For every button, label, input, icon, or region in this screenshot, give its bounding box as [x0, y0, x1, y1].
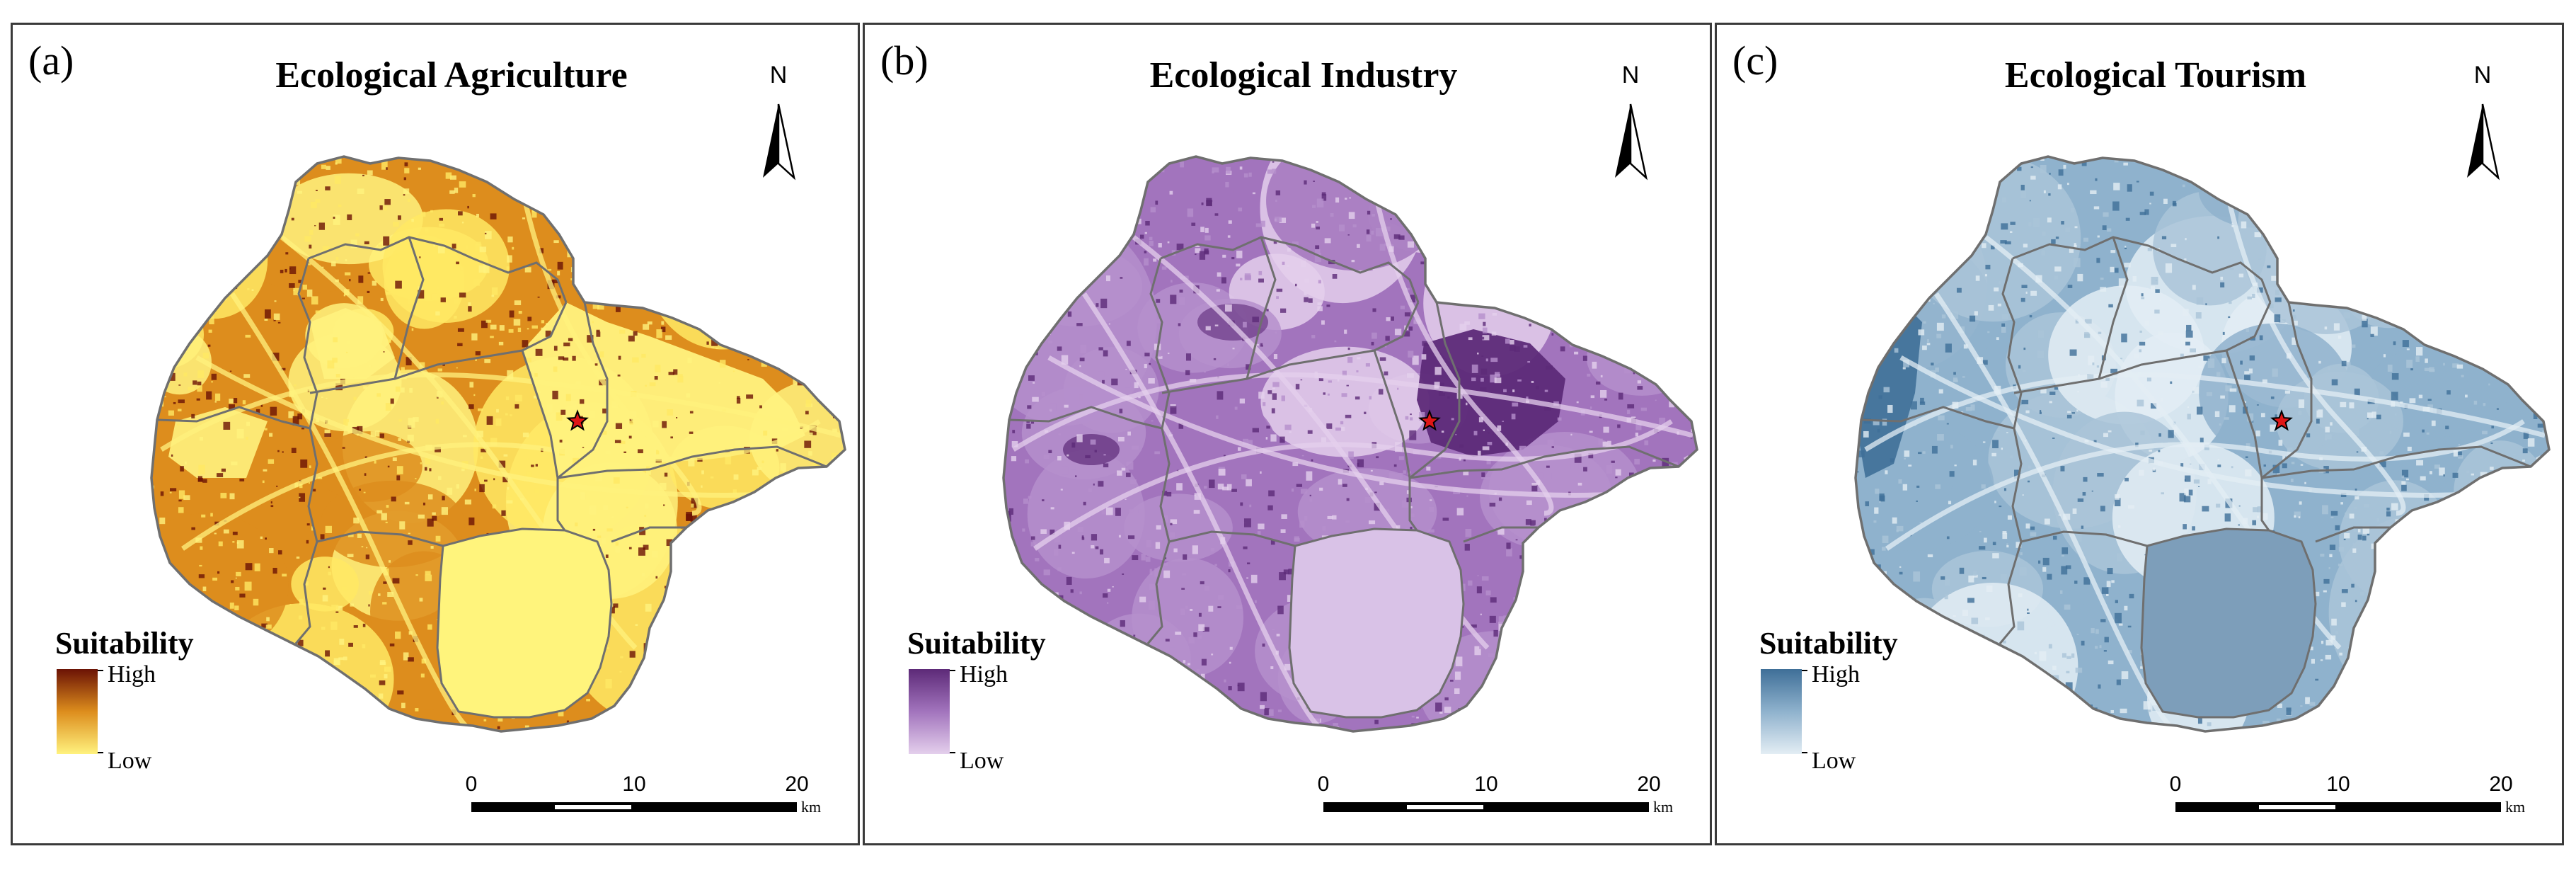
district-boundary — [1373, 350, 1418, 531]
scale-unit: km — [801, 798, 821, 816]
district-boundary — [557, 302, 609, 479]
svg-text:N: N — [2474, 62, 2492, 89]
scale-tick-label: 20 — [2489, 772, 2512, 796]
scale-tick-label: 0 — [1318, 772, 1330, 796]
district-boundary — [309, 302, 568, 394]
district-boundary — [1146, 258, 1171, 644]
scale-bar: 0 10 20 km — [2170, 772, 2525, 816]
scale-tick-label: 0 — [466, 772, 478, 796]
panel-title: Ecological Industry — [1150, 55, 1458, 96]
region-outline — [1854, 155, 2551, 733]
scale-tick-label: 10 — [2326, 772, 2350, 796]
legend-color-ramp — [1761, 669, 1802, 754]
district-boundary — [2020, 530, 2148, 547]
panel-letter: (a) — [28, 38, 74, 84]
scale-bar: 0 10 20 km — [1318, 772, 1673, 816]
legend-color-ramp — [909, 669, 950, 754]
district-boundary — [308, 236, 568, 303]
city-center-star-icon — [2270, 409, 2293, 431]
district-boundary — [2261, 445, 2531, 479]
scale-tick-label: 0 — [2170, 772, 2182, 796]
district-boundary — [1861, 406, 2015, 430]
map-canvas: (a) Ecological Agriculture N SuitabilityHig… — [28, 38, 846, 816]
panel-title: Ecological Agriculture — [275, 55, 627, 96]
district-boundary — [2012, 236, 2272, 303]
legend-low-label: Low — [1812, 748, 1856, 774]
legend-high-label: High — [960, 661, 1008, 687]
suitability-raster — [151, 156, 845, 731]
district-boundary — [2315, 526, 2391, 543]
svg-text:N: N — [1622, 62, 1640, 89]
district-boundary — [393, 236, 425, 380]
north-arrow-icon: N — [1615, 62, 1648, 181]
district-boundary — [2013, 302, 2272, 394]
district-boundary — [1409, 445, 1679, 479]
map-panel-industry: (b) Ecological Industry N Suitability High Lo… — [863, 23, 1712, 845]
district-boundary — [2098, 236, 2129, 380]
city-center-star-icon — [566, 409, 589, 431]
city-center-star-icon — [1418, 409, 1441, 431]
scale-unit: km — [2505, 798, 2525, 816]
map-panel-tourism: (c) Ecological Tourism N Suitability High Low… — [1715, 23, 2564, 845]
district-boundary — [2225, 350, 2270, 531]
legend-color-ramp — [57, 669, 98, 754]
svg-text:N: N — [770, 62, 788, 89]
legend-low-label: Low — [108, 748, 152, 774]
district-boundary — [1168, 530, 1296, 547]
district-boundary — [1409, 302, 1461, 479]
map-panel-agriculture: (a) Ecological Agriculture N Suitability Hig… — [11, 23, 860, 845]
lake-area — [2141, 529, 2316, 717]
scale-unit: km — [1653, 798, 1673, 816]
district-boundary — [611, 526, 686, 543]
scale-tick-label: 10 — [1474, 772, 1497, 796]
district-boundary — [316, 530, 444, 547]
region-outline — [150, 155, 846, 733]
lake-area — [437, 529, 611, 717]
region-outline — [1002, 155, 1698, 733]
district-boundary — [1008, 406, 1163, 430]
north-arrow-icon: N — [763, 62, 796, 181]
panel-letter: (c) — [1732, 38, 1778, 84]
legend-high-label: High — [1812, 661, 1860, 687]
district-boundary — [1246, 236, 1277, 380]
district-boundary — [1999, 258, 2023, 644]
legend-title: Suitability — [907, 626, 1046, 661]
scale-tick-label: 20 — [1637, 772, 1660, 796]
legend-title: Suitability — [55, 626, 194, 661]
north-arrow-icon: N — [2467, 62, 2500, 181]
district-boundary — [156, 406, 311, 430]
scale-tick-label: 10 — [622, 772, 645, 796]
panel-letter: (b) — [880, 38, 928, 84]
district-boundary — [1160, 236, 1420, 303]
district-boundary — [2261, 302, 2313, 479]
district-boundary — [294, 258, 318, 644]
legend-low-label: Low — [960, 748, 1004, 774]
legend-high-label: High — [108, 661, 156, 687]
lake-area — [1289, 529, 1464, 717]
district-boundary — [521, 350, 566, 531]
scale-bar: 0 10 20 km — [466, 772, 821, 816]
legend-title: Suitability — [1759, 626, 1898, 661]
scale-tick-label: 20 — [785, 772, 808, 796]
district-boundary — [1161, 302, 1420, 394]
panel-title: Ecological Tourism — [2005, 55, 2306, 96]
district-boundary — [1463, 526, 1539, 543]
district-boundary — [557, 445, 827, 479]
